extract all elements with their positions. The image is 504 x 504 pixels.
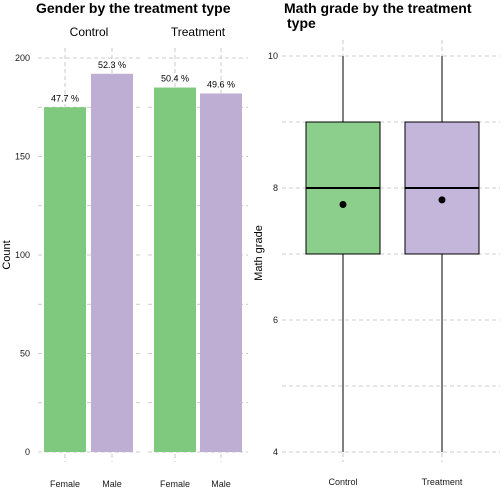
bar-y-tick-label: 50	[20, 349, 30, 359]
bar-x-tick-label: Male	[102, 479, 122, 489]
bar-control-male	[91, 73, 133, 452]
box-plot-panel: Math grade by the treatment type Math gr…	[253, 0, 500, 487]
box-y-tick-label: 8	[273, 183, 278, 193]
bar-control-female	[44, 107, 86, 452]
box-y-tick-label: 4	[273, 447, 278, 457]
box-x-tick-label: Control	[328, 477, 357, 487]
bar-data-label: 50.4 %	[161, 74, 189, 84]
box-x-tick-label: Treatment	[422, 477, 463, 487]
box-treatment-mean-point	[438, 196, 446, 204]
box-plot-title-line-2: type	[287, 15, 316, 31]
bar-x-tick-label: Male	[211, 479, 231, 489]
bar-y-tick-labels: 0 50 100 150 200	[15, 53, 30, 457]
box-x-tick-labels: Control Treatment	[328, 477, 462, 487]
bar-y-tick-label: 150	[15, 152, 30, 162]
bar-chart-title: Gender by the treatment type	[36, 0, 231, 16]
box-y-tick-labels: 4 6 8 10	[268, 51, 278, 457]
bar-treatment-female	[154, 87, 196, 453]
bar-data-label: 47.7 %	[51, 93, 79, 103]
bar-data-label: 49.6 %	[207, 79, 235, 89]
bar-x-tick-labels: Female Male Female Male	[50, 479, 231, 489]
box-marks	[305, 56, 480, 452]
box-y-tick-label: 10	[268, 51, 278, 61]
box-control-mean-point	[339, 201, 347, 208]
bar-y-tick-label: 100	[15, 250, 30, 260]
box-y-tick-label: 6	[273, 315, 278, 325]
bar-y-tick-label: 0	[25, 447, 30, 457]
bar-chart-panel: Gender by the treatment type Control Tre…	[1, 0, 248, 489]
facet-strip-treatment: Treatment	[171, 25, 226, 39]
bar-treatment-male	[200, 93, 242, 453]
box-plot-title-line-1: Math grade by the treatment	[284, 0, 472, 16]
bar-data-label: 52.3 %	[98, 60, 126, 70]
bar-y-axis-title: Count	[1, 240, 13, 269]
bar-marks: 47.7 % 52.3 % 50.4 % 49.6 %	[44, 60, 242, 453]
bar-x-tick-label: Female	[50, 479, 80, 489]
bar-x-tick-label: Female	[160, 479, 190, 489]
facet-strip-control: Control	[70, 25, 109, 39]
box-y-axis-title: Math grade	[253, 225, 265, 281]
bar-y-tick-label: 200	[15, 53, 30, 63]
